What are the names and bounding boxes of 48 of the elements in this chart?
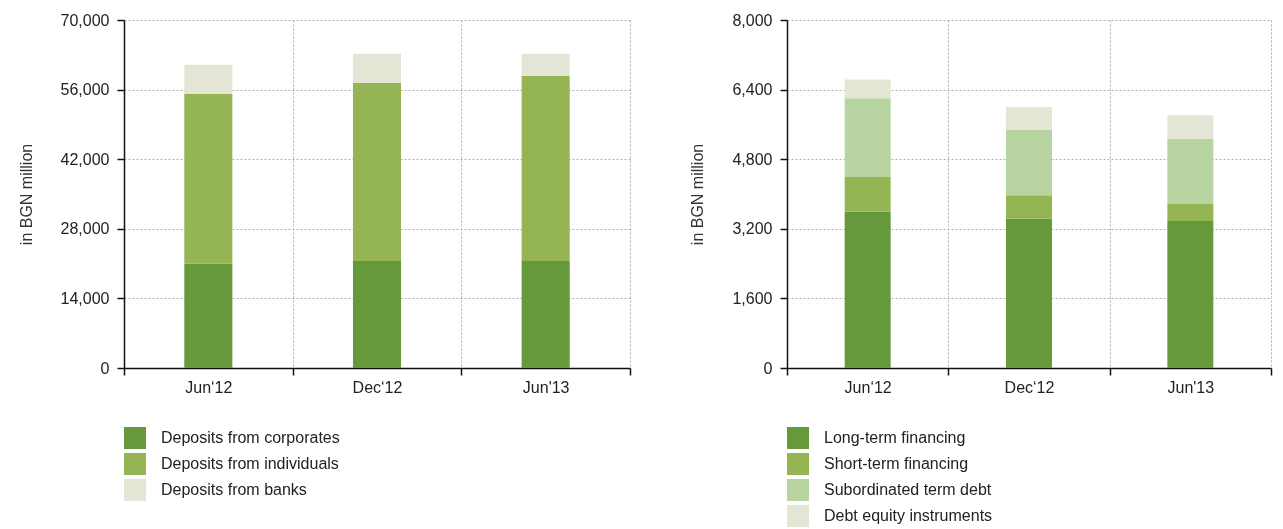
bar xyxy=(844,177,891,212)
y-tick-label: 8,000 xyxy=(732,11,773,29)
bar xyxy=(184,94,233,264)
bar xyxy=(521,261,570,368)
bar xyxy=(1006,129,1052,196)
bar xyxy=(352,261,402,368)
x-tick-label: Jun‘12 xyxy=(844,378,892,396)
bar xyxy=(521,53,570,76)
y-tick-label: 0 xyxy=(763,359,773,377)
bar xyxy=(352,53,402,83)
bar xyxy=(184,263,233,368)
bar xyxy=(521,75,570,262)
legend-label: Subordinated term debt xyxy=(824,481,992,498)
y-axis-title: in BGN million xyxy=(689,143,707,246)
x-tick-label: Dec‘12 xyxy=(352,378,403,396)
y-tick-label: 6,400 xyxy=(732,81,773,99)
legend-label: Deposits from individuals xyxy=(161,455,339,472)
bar xyxy=(1006,218,1052,368)
bar xyxy=(184,64,233,95)
bar xyxy=(1167,138,1214,205)
bar xyxy=(1167,115,1214,139)
bar xyxy=(1167,220,1214,368)
y-axis-title: in BGN million xyxy=(17,143,35,246)
x-tick-label: Jun'13 xyxy=(1167,378,1215,396)
y-tick-label: 56,000 xyxy=(60,81,110,99)
bar xyxy=(844,79,891,99)
x-tick-label: Jun‘12 xyxy=(185,378,233,396)
y-tick-label: 14,000 xyxy=(60,289,110,307)
x-tick-label: Jun'13 xyxy=(522,378,570,396)
legend-label: Debt equity instruments xyxy=(824,507,993,524)
y-tick-label: 70,000 xyxy=(60,11,110,29)
y-tick-label: 28,000 xyxy=(60,220,110,238)
legend-label: Deposits from corporates xyxy=(161,429,340,446)
y-tick-label: 3,200 xyxy=(732,220,773,238)
y-tick-label: 0 xyxy=(100,359,110,377)
legend-label: Long-term financing xyxy=(824,429,966,446)
legend-label: Deposits from banks xyxy=(161,481,307,498)
bar xyxy=(844,98,891,178)
bar xyxy=(1167,204,1214,221)
legend-label: Short-term financing xyxy=(824,455,969,472)
bar xyxy=(844,211,891,368)
bar xyxy=(1006,195,1052,219)
y-tick-label: 1,600 xyxy=(732,289,773,307)
bar xyxy=(352,82,402,262)
x-tick-label: Dec‘12 xyxy=(1004,378,1055,396)
bar xyxy=(1006,107,1052,130)
y-tick-label: 42,000 xyxy=(60,150,110,168)
y-tick-label: 4,800 xyxy=(732,150,773,168)
